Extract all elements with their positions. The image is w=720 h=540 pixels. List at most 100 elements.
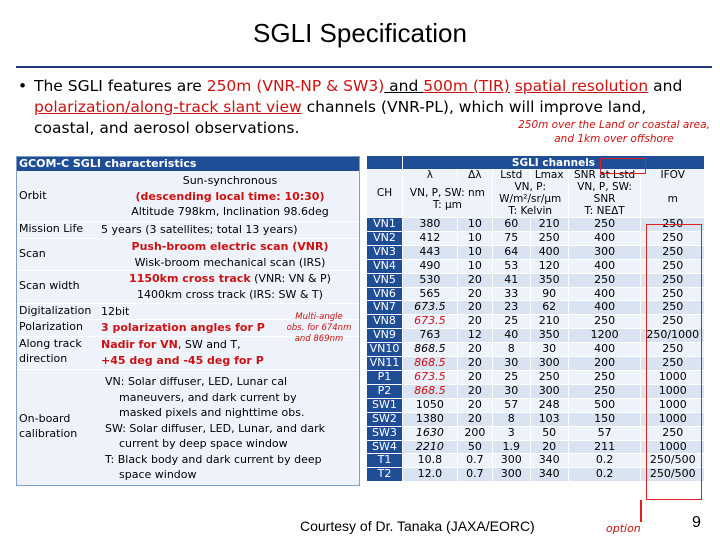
snr-cell: 250 bbox=[567, 369, 641, 385]
table-row: VN7 673.5 20 23 62 400 250 bbox=[366, 300, 704, 315]
bandwidth-cell: 20 bbox=[456, 356, 493, 371]
wavelength-cell: 565 bbox=[401, 286, 458, 301]
lstd-cell: 40 bbox=[491, 328, 531, 343]
ifov-cell: 250/1000 bbox=[640, 328, 704, 343]
lstd-cell: 23 bbox=[491, 300, 531, 315]
lmax-cell: 248 bbox=[529, 397, 569, 413]
snr-cell: 57 bbox=[567, 425, 641, 440]
lstd-cell: 3 bbox=[491, 425, 531, 440]
lmax-cell: 20 bbox=[529, 439, 569, 454]
channel-cell: SW2 bbox=[366, 411, 403, 427]
table-row: VN3 443 10 64 400 300 250 bbox=[366, 244, 704, 260]
lmax-cell: 62 bbox=[529, 300, 569, 315]
snr-cell: 150 bbox=[567, 411, 641, 427]
table-row: VN4 490 10 53 120 400 250 bbox=[366, 258, 704, 274]
bandwidth-cell: 20 bbox=[456, 272, 493, 288]
bandwidth-cell: 20 bbox=[456, 314, 493, 329]
table-row: VN2 412 10 75 250 400 250 bbox=[366, 230, 704, 246]
lstd-cell: 64 bbox=[491, 244, 531, 260]
lmax-cell: 30 bbox=[529, 342, 569, 357]
wavelength-cell: 673.5 bbox=[401, 369, 458, 385]
lstd-cell: 1.9 bbox=[491, 439, 531, 454]
unit-radiance: VN, P: W/m²/sr/μm T: Kelvin bbox=[491, 181, 569, 218]
table-row: VN1 380 10 60 210 250 250 bbox=[366, 217, 704, 232]
snr-cell: 250 bbox=[567, 314, 641, 329]
col-dlambda: Δλ bbox=[456, 169, 493, 181]
table-row: VN5 530 20 41 350 250 250 bbox=[366, 272, 704, 288]
bullet-dot-icon: • bbox=[18, 77, 28, 95]
wavelength-cell: 412 bbox=[401, 230, 458, 246]
table-row: VN11 868.5 20 30 300 200 250 bbox=[366, 356, 704, 371]
ifov-cell: 1000 bbox=[640, 383, 704, 399]
wavelength-cell: 530 bbox=[401, 272, 458, 288]
wavelength-cell: 868.5 bbox=[401, 356, 458, 371]
snr-highlight-box bbox=[600, 158, 646, 174]
bandwidth-cell: 50 bbox=[456, 439, 493, 454]
wavelength-cell: 1050 bbox=[401, 397, 458, 413]
snr-cell: 400 bbox=[567, 286, 641, 301]
wavelength-cell: 2210 bbox=[401, 439, 458, 454]
table-row: VN9 763 12 40 350 1200 250/1000 bbox=[366, 328, 704, 343]
lstd-cell: 30 bbox=[491, 356, 531, 371]
ifov-cell: 250 bbox=[640, 230, 704, 246]
lstd-cell: 41 bbox=[491, 272, 531, 288]
snr-cell: 0.2 bbox=[567, 467, 641, 482]
bandwidth-cell: 20 bbox=[456, 342, 493, 357]
lstd-cell: 300 bbox=[491, 453, 531, 468]
table-row: T1 10.8 0.7 300 340 0.2 250/500 bbox=[366, 453, 704, 468]
wavelength-cell: 490 bbox=[401, 258, 458, 274]
ifov-cell: 1000 bbox=[640, 397, 704, 413]
snr-cell: 0.2 bbox=[567, 453, 641, 468]
wavelength-cell: 380 bbox=[401, 217, 458, 232]
channel-cell: P2 bbox=[366, 383, 403, 399]
lstd-cell: 25 bbox=[491, 369, 531, 385]
lmax-cell: 340 bbox=[529, 453, 569, 468]
channel-cell: VN2 bbox=[366, 230, 403, 246]
lmax-cell: 90 bbox=[529, 286, 569, 301]
table-row: VN6 565 20 33 90 400 250 bbox=[366, 286, 704, 301]
ifov-cell: 250 bbox=[640, 300, 704, 315]
snr-cell: 500 bbox=[567, 397, 641, 413]
table-row: VN10 868.5 20 8 30 400 250 bbox=[366, 342, 704, 357]
channels-table: SGLI channels CH λ Δλ Lstd Lmax SNR at L… bbox=[366, 156, 704, 482]
intro-bullet: • The SGLI features are 250m (VNR-NP & S… bbox=[18, 76, 710, 139]
unit-wavelength: VN, P, SW: nm T: μm bbox=[401, 181, 493, 218]
table-row: SW1 1050 20 57 248 500 1000 bbox=[366, 397, 704, 413]
channel-cell: SW4 bbox=[366, 439, 403, 454]
footer-credit: Courtesy of Dr. Tanaka (JAXA/EORC) bbox=[300, 518, 535, 534]
bandwidth-cell: 20 bbox=[456, 300, 493, 315]
ifov-cell: 250 bbox=[640, 342, 704, 357]
lmax-cell: 350 bbox=[529, 328, 569, 343]
lmax-cell: 350 bbox=[529, 272, 569, 288]
lmax-cell: 50 bbox=[529, 425, 569, 440]
snr-cell: 400 bbox=[567, 230, 641, 246]
lmax-cell: 210 bbox=[529, 314, 569, 329]
snr-cell: 400 bbox=[567, 300, 641, 315]
channel-cell: VN7 bbox=[366, 300, 403, 315]
ifov-cell: 250/500 bbox=[640, 453, 704, 468]
page-title: SGLI Specification bbox=[253, 18, 467, 48]
ifov-cell: 250/500 bbox=[640, 467, 704, 482]
lstd-cell: 8 bbox=[491, 411, 531, 427]
unit-snr: VN, P, SW: SNR T: NEΔT bbox=[567, 181, 641, 218]
intro-text: The SGLI features are 250m (VNR-NP & SW3… bbox=[34, 77, 683, 137]
lmax-cell: 300 bbox=[529, 383, 569, 399]
lmax-cell: 340 bbox=[529, 467, 569, 482]
lstd-cell: 8 bbox=[491, 342, 531, 357]
col-snr: SNR at Lstd bbox=[567, 169, 641, 181]
lmax-cell: 120 bbox=[529, 258, 569, 274]
bandwidth-cell: 20 bbox=[456, 397, 493, 413]
channel-cell: P1 bbox=[366, 369, 403, 385]
table-row: SW3 1630 200 3 50 57 250 bbox=[366, 425, 704, 440]
snr-cell: 250 bbox=[567, 217, 641, 232]
wavelength-cell: 443 bbox=[401, 244, 458, 260]
lstd-cell: 53 bbox=[491, 258, 531, 274]
bandwidth-cell: 10 bbox=[456, 230, 493, 246]
channel-cell: VN5 bbox=[366, 272, 403, 288]
ifov-cell: 250 bbox=[640, 425, 704, 440]
ifov-cell: 250 bbox=[640, 286, 704, 301]
lmax-cell: 300 bbox=[529, 356, 569, 371]
snr-cell: 300 bbox=[567, 244, 641, 260]
ifov-cell: 250 bbox=[640, 244, 704, 260]
option-label: option bbox=[606, 522, 641, 535]
